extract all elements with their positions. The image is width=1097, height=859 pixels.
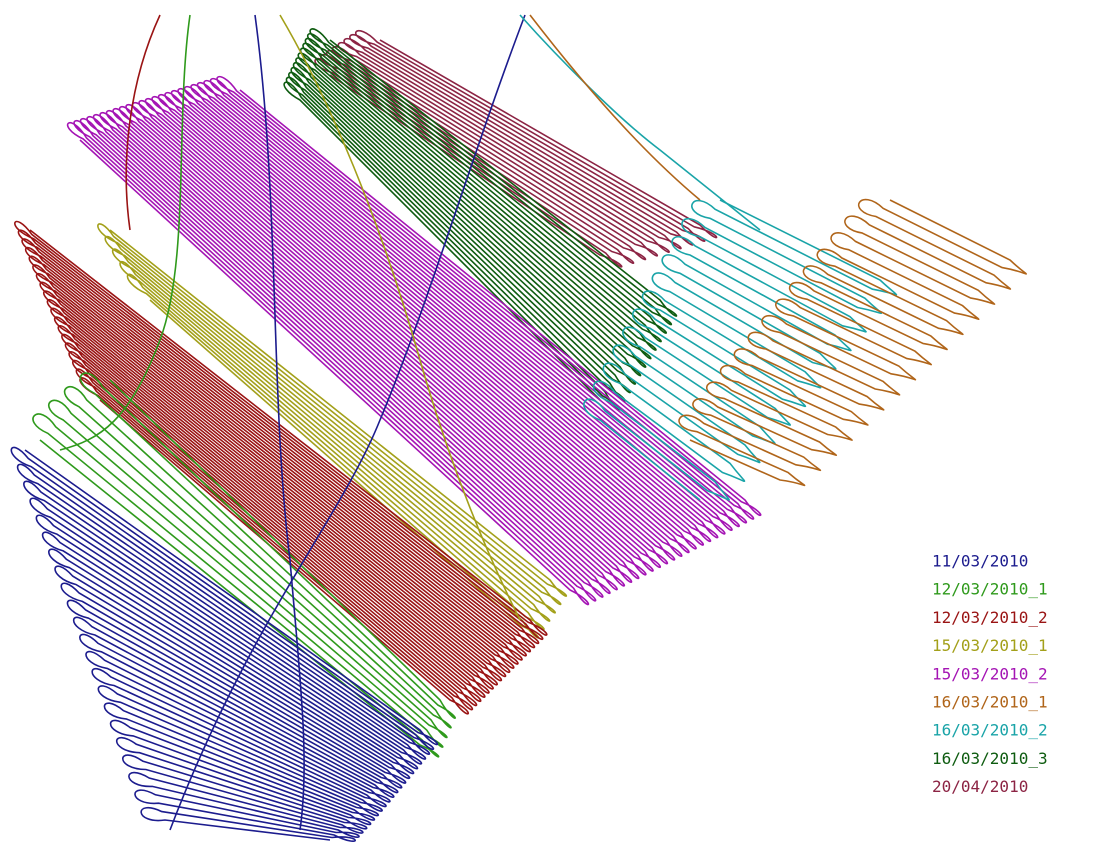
survey-track <box>66 75 762 606</box>
legend-label: 12/03/2010_1 <box>932 580 1048 599</box>
survey-track <box>678 198 1028 487</box>
legend-label: 11/03/2010 <box>932 552 1028 571</box>
survey-track <box>32 372 456 758</box>
legend-label: 15/03/2010_2 <box>932 664 1048 683</box>
transit-track <box>59 14 191 451</box>
survey-track <box>10 446 439 842</box>
transit-track <box>279 14 521 621</box>
survey-track <box>14 220 548 715</box>
legend-label: 16/03/2010_2 <box>932 721 1048 740</box>
legend-label: 20/04/2010 <box>932 777 1028 796</box>
transit-track <box>125 14 161 231</box>
survey-tracks <box>10 14 1028 842</box>
legend: 11/03/2010 12/03/2010_1 12/03/2010_2 15/03/… <box>932 552 1048 797</box>
transit-track <box>254 14 305 831</box>
transit-track <box>169 14 526 831</box>
transit-track <box>519 14 761 231</box>
legend-label: 12/03/2010_2 <box>932 608 1048 627</box>
legend-label: 16/03/2010_1 <box>932 693 1048 712</box>
legend-label: 16/03/2010_3 <box>932 749 1048 768</box>
survey-track <box>97 223 568 639</box>
legend-label: 15/03/2010_1 <box>932 636 1048 655</box>
transit-track <box>529 14 701 201</box>
survey-track <box>283 28 678 411</box>
